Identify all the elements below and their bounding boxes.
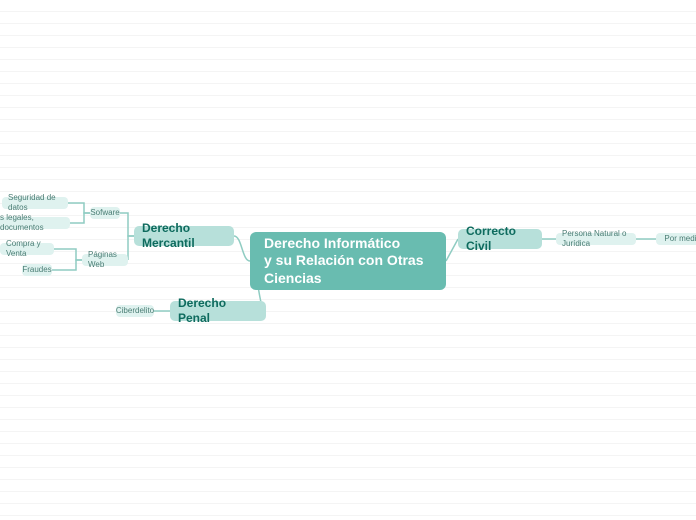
- node-compra-venta: Compra y Venta: [0, 243, 54, 255]
- node-correcto-civil: Correcto Civil: [458, 229, 542, 249]
- node-software: Sofware: [90, 207, 120, 219]
- node-persona-natural-juridica: Persona Natural o Jurídica: [556, 233, 636, 245]
- node-derecho-mercantil: Derecho Mercantil: [134, 226, 234, 246]
- node-por-medio: Por medio d: [656, 233, 696, 245]
- node-ciberdelito: Ciberdelito: [116, 305, 154, 317]
- central-topic: Derecho Informático y su Relación con Ot…: [250, 232, 446, 290]
- node-derecho-penal: Derecho Penal: [170, 301, 266, 321]
- node-legales-documentos: s legales, documentos: [0, 217, 70, 229]
- node-paginas-web: Páginas Web: [82, 254, 128, 266]
- node-seguridad-datos: Seguridad de datos: [2, 197, 68, 209]
- node-fraudes: Fraudes: [22, 264, 52, 276]
